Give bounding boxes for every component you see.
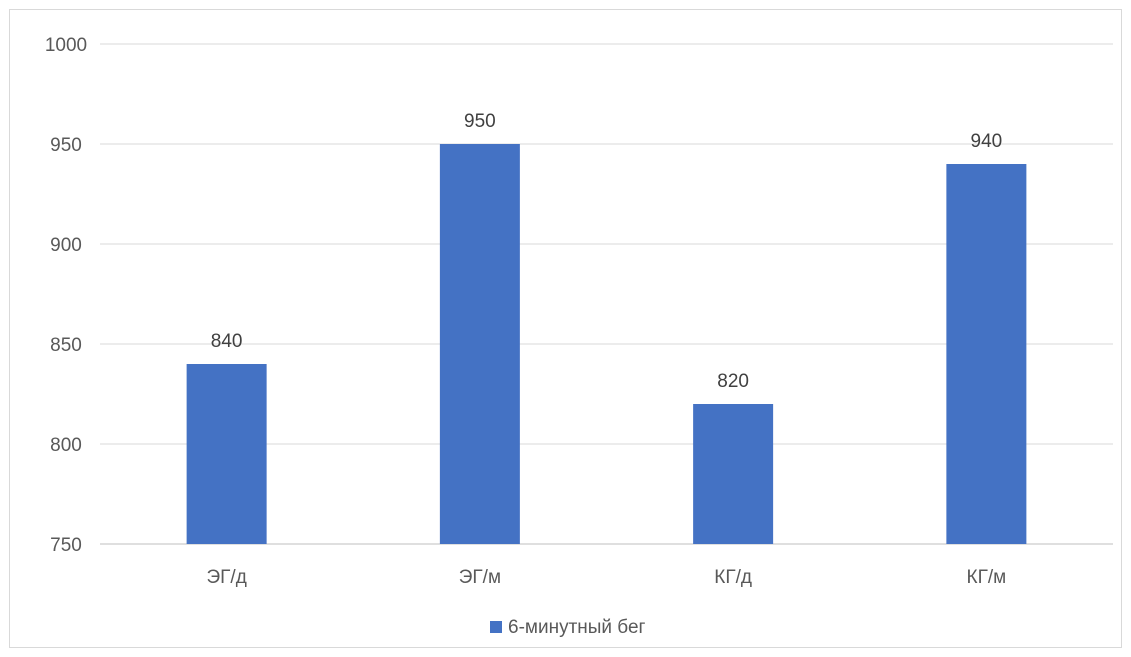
- bars: [186, 144, 1027, 544]
- y-tick-label: 850: [50, 335, 82, 356]
- y-tick-label: 900: [50, 235, 82, 256]
- x-tick-label: КГ/м: [967, 567, 1007, 588]
- legend-label: 6-минутный бег: [508, 617, 646, 638]
- y-tick-label: 1000: [45, 35, 87, 56]
- data-label: 950: [464, 111, 496, 132]
- y-tick-label: 950: [50, 135, 82, 156]
- bar: [693, 404, 774, 544]
- bar: [439, 144, 520, 544]
- x-tick-label: ЭГ/м: [459, 567, 501, 588]
- x-tick-label: КГ/д: [714, 567, 752, 588]
- data-label: 820: [717, 371, 749, 392]
- gridlines: [100, 43, 1113, 545]
- bar: [946, 164, 1027, 544]
- x-tick-label: ЭГ/д: [206, 567, 246, 588]
- data-labels: 840 950 820 940: [211, 111, 1002, 392]
- x-axis-labels: ЭГ/д ЭГ/м КГ/д КГ/м: [206, 567, 1006, 588]
- y-tick-label: 800: [50, 435, 82, 456]
- data-label: 840: [211, 331, 243, 352]
- legend: 6-минутный бег: [490, 617, 646, 638]
- y-tick-label: 750: [50, 535, 82, 556]
- bar: [186, 364, 267, 544]
- legend-swatch: [490, 621, 502, 633]
- y-axis-labels: 750 800 850 900 950 1000: [45, 35, 87, 556]
- data-label: 940: [971, 131, 1003, 152]
